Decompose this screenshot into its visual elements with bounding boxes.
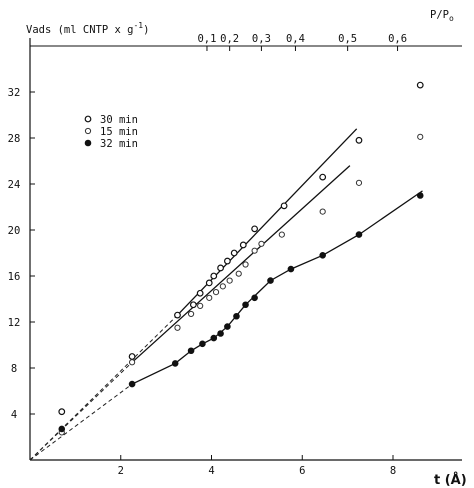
legend-label: 32 min [100, 138, 138, 150]
legend-label: 15 min [100, 126, 138, 138]
data-point [205, 279, 213, 287]
data-point [58, 425, 66, 433]
top-tick-label: 0,3 [252, 33, 271, 45]
y-tick-label: 12 [8, 317, 21, 329]
data-point [319, 252, 326, 259]
data-point [199, 340, 206, 348]
top-axis-label: P/Po [430, 9, 454, 23]
legend-marker [84, 139, 92, 147]
data-point [197, 302, 204, 309]
data-point [319, 173, 327, 181]
y-axis-label: Vads (ml CNTP x g-1) [26, 21, 149, 36]
data-point [280, 202, 288, 210]
data-point [230, 249, 238, 257]
data-point [223, 257, 231, 265]
data-point [226, 277, 233, 284]
top-tick-label: 0,1 [197, 33, 216, 45]
data-point [128, 359, 136, 366]
data-point [196, 289, 204, 297]
extrapolation-line [29, 383, 133, 461]
y-tick-label: 8 [11, 363, 17, 375]
data-point [278, 231, 285, 238]
data-point [210, 272, 218, 280]
fit-line [177, 128, 358, 316]
x-tick-label: 2 [118, 465, 124, 477]
data-point [242, 301, 249, 309]
series-points [58, 81, 424, 436]
x-tick-label: 8 [390, 465, 396, 477]
data-point [219, 283, 226, 290]
series-lines [29, 128, 423, 461]
data-point [187, 310, 195, 318]
data-point [251, 225, 259, 233]
top-tick-label: 0,6 [388, 33, 407, 45]
data-point [128, 353, 136, 360]
data-point [355, 136, 363, 144]
x-tick-label: 6 [299, 465, 305, 477]
legend-label: 30 min [100, 114, 138, 126]
data-point [187, 347, 195, 355]
fit-line [131, 165, 351, 363]
data-point [212, 289, 220, 296]
data-point [233, 312, 240, 320]
x-axis-label: t (Å) [434, 472, 467, 488]
data-point [174, 311, 181, 319]
data-point [242, 261, 249, 268]
data-point [171, 360, 179, 367]
data-point [416, 192, 424, 199]
data-point [355, 179, 363, 186]
x-tick-label: 4 [208, 465, 214, 477]
data-point [235, 270, 242, 277]
fit-line [131, 190, 423, 385]
top-axis-ticks: 0,1 0,2 0,3 0,4 0,5 0,6 [197, 33, 407, 51]
top-tick-label: 0,5 [338, 33, 357, 45]
data-point [319, 208, 326, 215]
top-tick-label: 0,2 [220, 33, 239, 45]
y-tick-label: 4 [11, 409, 17, 421]
data-point [174, 324, 181, 331]
data-point [217, 264, 224, 272]
data-point [58, 408, 66, 416]
data-point [189, 301, 197, 309]
data-point [239, 241, 247, 249]
data-point [251, 294, 258, 302]
data-point [251, 247, 258, 254]
y-tick-label: 32 [8, 87, 21, 99]
data-point [417, 133, 424, 140]
legend-marker [84, 127, 92, 135]
top-tick-label: 0,4 [286, 33, 305, 45]
data-point [210, 334, 218, 342]
y-tick-label: 16 [8, 271, 21, 283]
data-point [217, 330, 224, 337]
data-point [355, 231, 363, 238]
data-point [206, 294, 213, 301]
y-tick-label: 20 [8, 225, 21, 237]
data-point [258, 240, 265, 247]
data-point [224, 323, 231, 330]
extrapolation-line [29, 361, 133, 461]
legend-marker [84, 115, 92, 123]
data-point [416, 81, 424, 89]
y-tick-label: 24 [8, 179, 21, 191]
y-tick-label: 28 [8, 133, 21, 145]
data-point [287, 265, 295, 273]
data-point [128, 380, 136, 388]
data-point [267, 277, 274, 284]
